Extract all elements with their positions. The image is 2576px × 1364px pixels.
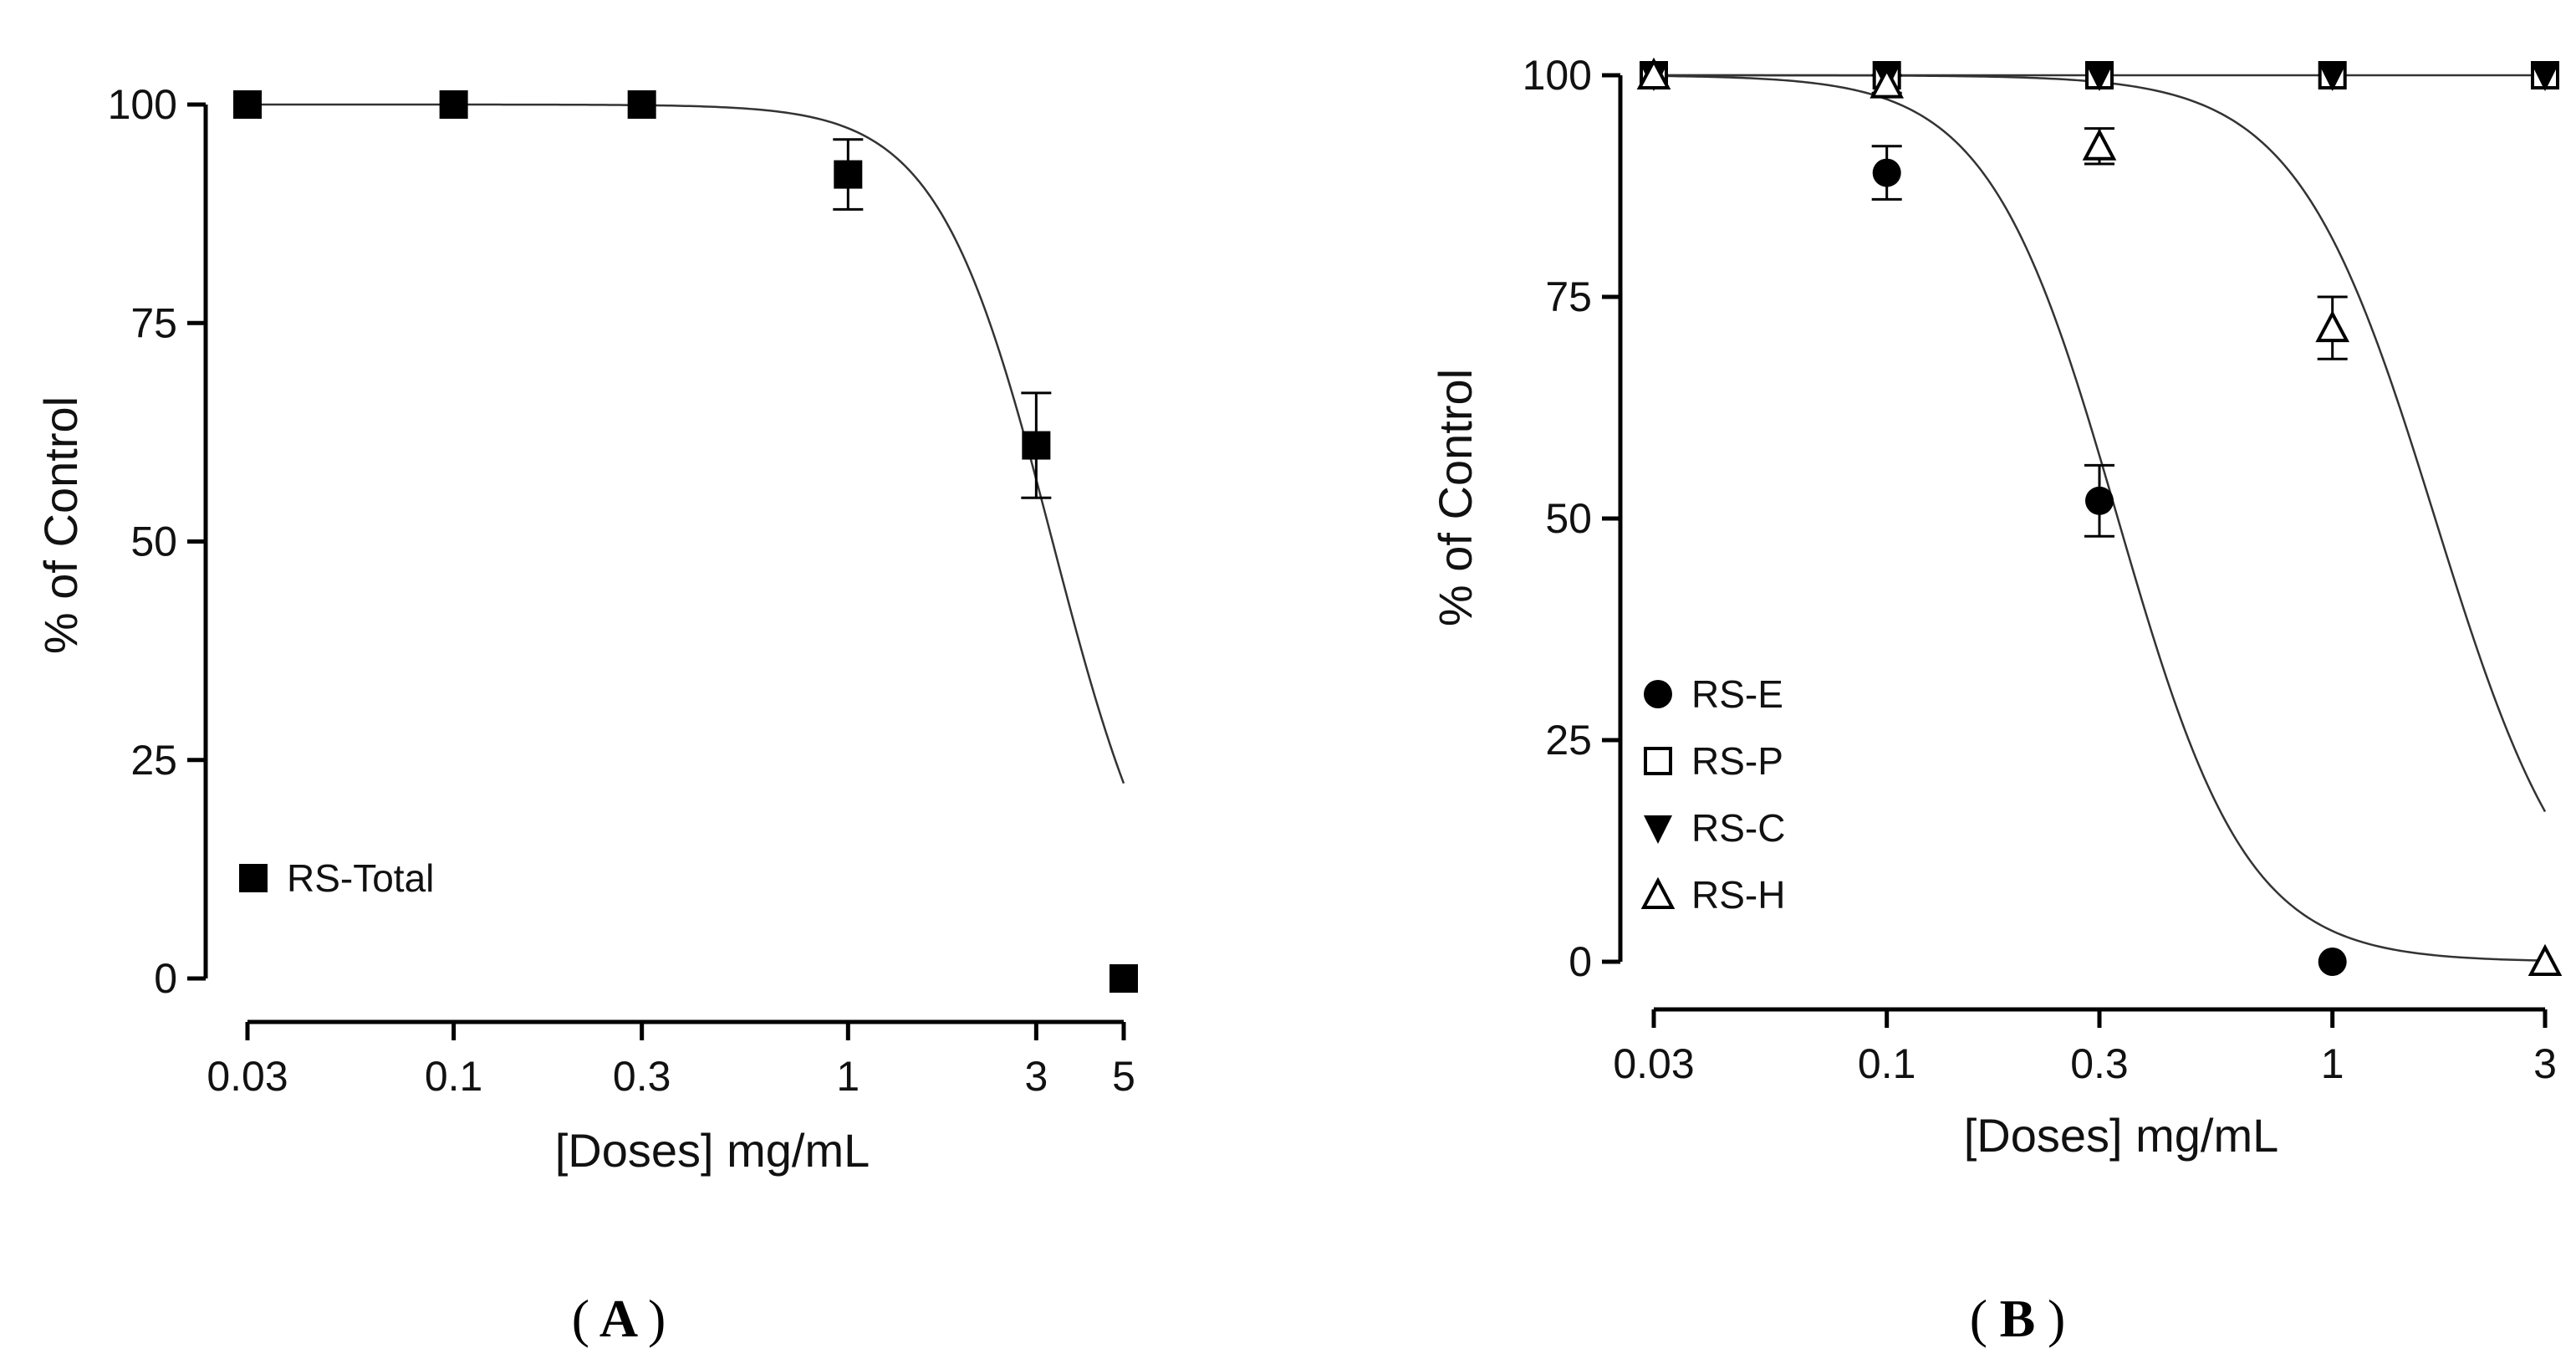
svg-text:(: (: [572, 1289, 589, 1348]
chart-panel-a: % of Control [Doses] mg/mL 0 25 50 75 100 0.0…: [34, 81, 1138, 1177]
data-point-rs-c: [2318, 63, 2347, 91]
data-point-rs-total: [1022, 431, 1051, 460]
y-tick-label: 25: [1545, 717, 1592, 764]
chart-panel-b: % of Control [Doses] mg/mL 0 25 50 75 100 0.0…: [1429, 52, 2563, 1162]
legend-label-rs-total: RS-Total: [287, 856, 434, 900]
fit-curve-rs-total: [247, 103, 1125, 784]
x-tick-label: 3: [1024, 1053, 1048, 1100]
data-point-rs-h: [2315, 309, 2350, 343]
data-point-rs-e: [2085, 486, 2114, 515]
y-tick-label: 75: [130, 299, 177, 346]
x-tick-label: 1: [836, 1053, 860, 1100]
y-tick-label: 50: [1545, 495, 1592, 542]
y-tick-label: 100: [108, 81, 177, 128]
panel-caption-a: ( A ): [572, 1289, 666, 1348]
x-tick-label: 0.03: [207, 1053, 288, 1100]
svg-text:): ): [648, 1289, 666, 1348]
x-tick-label: 0.03: [1613, 1040, 1694, 1087]
x-tick-label: 0.3: [613, 1053, 671, 1100]
data-point-rs-c: [2085, 63, 2114, 91]
data-point-rs-h: [2528, 943, 2563, 976]
panel-b-label: B: [2000, 1289, 2036, 1348]
x-tick-label: 3: [2533, 1040, 2557, 1087]
x-tick-label: 0.1: [425, 1053, 483, 1100]
panel-caption-b: ( B ): [1970, 1289, 2066, 1348]
fit-curve-rs-h: [1654, 74, 2547, 813]
legend-marker-rs-p: [1644, 747, 1672, 775]
data-point-rs-h: [2082, 128, 2117, 161]
y-tick-label: 0: [1569, 938, 1592, 985]
legend-marker-rs-c: [1644, 815, 1672, 844]
y-tick-label: 100: [1523, 52, 1592, 99]
x-tick-label: 0.1: [1858, 1040, 1916, 1087]
data-point-rs-e: [1872, 158, 1901, 187]
fit-curve-rs-e: [1653, 74, 2546, 962]
legend-marker-rs-h: [1640, 876, 1676, 909]
data-point-rs-e: [2318, 948, 2347, 976]
data-point-rs-total: [1109, 964, 1138, 993]
y-tick-label: 50: [130, 519, 177, 565]
data-point-rs-h: [1870, 66, 1905, 99]
panel-b-y-axis-label: % of Control: [1429, 369, 1482, 626]
panel-b-x-axis-label: [Doses] mg/mL: [1964, 1109, 2279, 1162]
y-tick-label: 0: [154, 955, 177, 1002]
panel-a-x-axis-label: [Doses] mg/mL: [555, 1124, 870, 1177]
legend-label-rs-c: RS-C: [1691, 806, 1785, 850]
data-point-rs-c: [2531, 63, 2559, 91]
data-point-rs-total: [439, 90, 468, 119]
y-tick-label: 75: [1545, 273, 1592, 320]
legend-label-rs-e: RS-E: [1691, 672, 1783, 716]
panel-a-y-axis-label: % of Control: [34, 396, 87, 654]
x-tick-label: 5: [1112, 1053, 1135, 1100]
x-tick-label: 1: [2321, 1040, 2344, 1087]
data-point-rs-total: [834, 160, 863, 189]
legend-marker-rs-e: [1644, 680, 1672, 708]
legend-marker-rs-total: [239, 864, 268, 892]
svg-text:): ): [2048, 1289, 2065, 1348]
legend-label-rs-h: RS-H: [1691, 873, 1785, 917]
data-point-rs-h: [1636, 57, 1671, 89]
svg-text:(: (: [1970, 1289, 1987, 1348]
data-point-rs-total: [233, 90, 262, 119]
panel-a-label: A: [599, 1289, 638, 1348]
legend-label-rs-p: RS-P: [1691, 739, 1783, 783]
data-point-rs-total: [627, 90, 656, 119]
x-tick-label: 0.3: [2070, 1040, 2129, 1087]
y-tick-label: 25: [130, 737, 177, 784]
